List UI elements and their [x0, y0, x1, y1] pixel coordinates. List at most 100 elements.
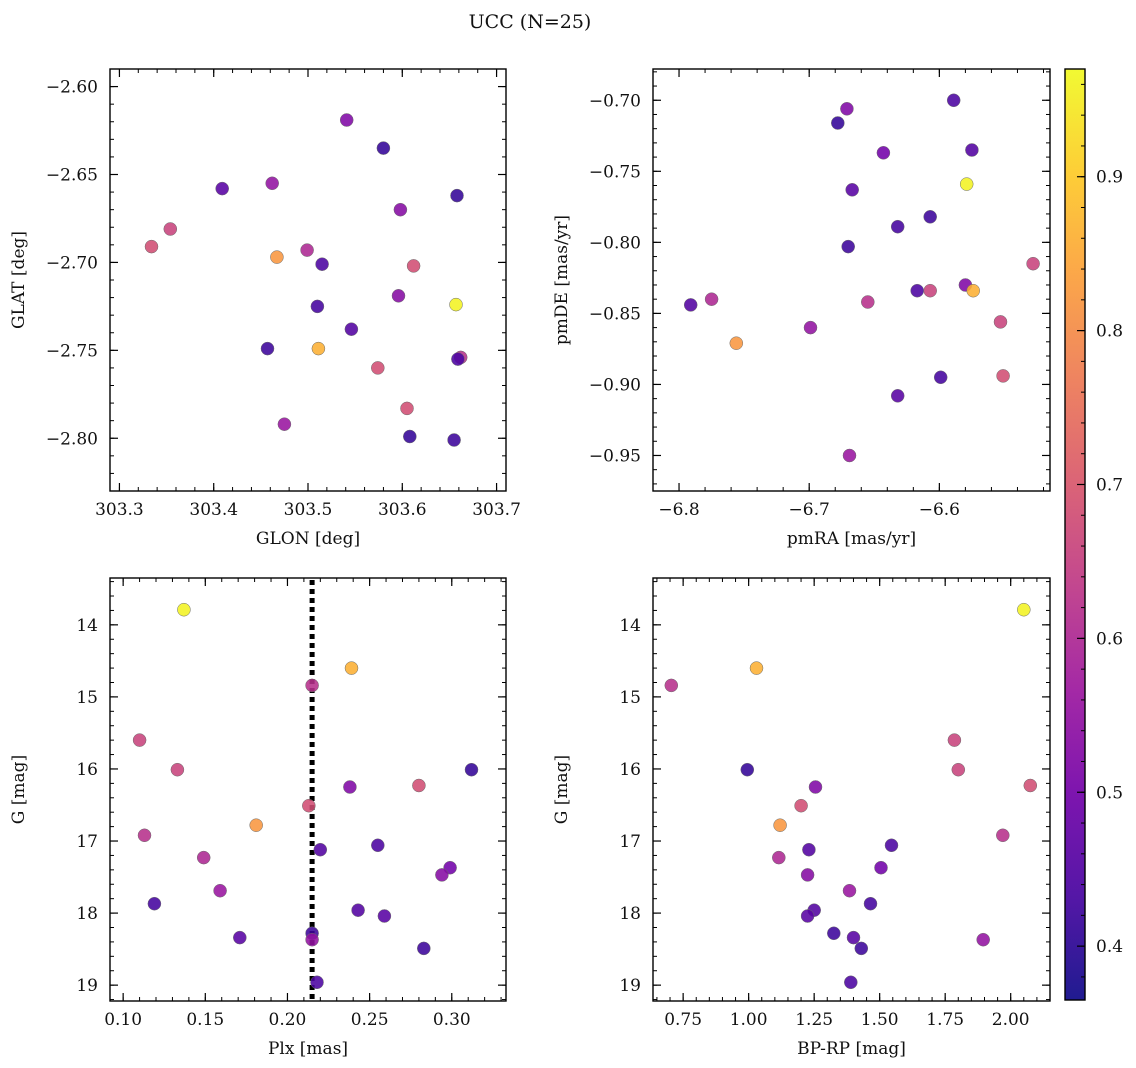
axes-frame — [652, 577, 1051, 1002]
scatter-point — [965, 143, 979, 157]
scatter-points — [132, 602, 479, 990]
x-tick-label: 303.5 — [284, 500, 333, 520]
x-axis-label: BP-RP [mag] — [797, 1039, 906, 1059]
scatter-point — [876, 146, 891, 160]
colorbar-tick-label: 0.8 — [1096, 322, 1123, 342]
scatter-point — [403, 429, 417, 444]
scatter-point — [831, 116, 845, 130]
scatter-point — [196, 850, 211, 865]
scatter-point — [147, 896, 162, 911]
axes-frame — [109, 577, 507, 1002]
scatter-points — [144, 113, 468, 447]
scatter-point — [371, 838, 385, 853]
y-tick-label: −0.70 — [589, 91, 641, 111]
y-tick-label: −0.85 — [589, 304, 641, 324]
scatter-point — [311, 341, 326, 356]
scatter-point — [841, 239, 855, 254]
x-tick-label: 0.75 — [664, 1010, 702, 1030]
y-axis-label: GLAT [deg] — [9, 231, 29, 329]
x-tick-label: 1.75 — [926, 1010, 964, 1030]
scatter-point — [704, 292, 719, 306]
scatter-point — [177, 602, 191, 617]
scatter-point — [305, 932, 319, 947]
scatter-point — [300, 243, 314, 257]
x-tick-label: 303.4 — [189, 500, 238, 520]
scatter-point — [371, 361, 385, 375]
y-tick-label: 18 — [76, 904, 98, 924]
scatter-point — [803, 320, 818, 335]
scatter-point — [406, 259, 421, 273]
scatter-point — [144, 239, 159, 254]
colorbar-tick-label: 0.4 — [1096, 937, 1123, 957]
x-tick-label: 303.7 — [472, 500, 521, 520]
y-tick-label: 14 — [619, 616, 641, 636]
x-tick-label: 303.6 — [378, 500, 427, 520]
colorbar-tick-label: 0.5 — [1096, 783, 1123, 803]
scatter-point — [310, 299, 325, 314]
scatter-point — [1026, 256, 1040, 271]
axes-frame — [652, 68, 1051, 492]
minor-ticks — [110, 68, 506, 492]
scatter-point — [890, 219, 905, 234]
scatter-point — [1017, 602, 1031, 617]
scatter-point — [861, 295, 875, 309]
y-tick-label: −0.75 — [589, 162, 641, 182]
axes-frame — [109, 68, 507, 492]
panel-cmd: 0.75 1.00 1.25 1.50 1.75 2.00 14 15 16 17 18 19 BP-R… — [552, 577, 1051, 1059]
colorbar: 0.4 0.5 0.6 0.7 0.8 0.9 — [1064, 68, 1123, 1001]
y-tick-label: 14 — [76, 616, 98, 636]
x-tick-label: 0.15 — [186, 1010, 224, 1030]
y-tick-label: −2.70 — [46, 253, 98, 273]
colorbar-gradient — [1065, 69, 1085, 1000]
colorbar-tick-label: 0.6 — [1096, 629, 1123, 649]
scatter-point — [137, 828, 152, 843]
y-tick-label: 19 — [76, 976, 98, 996]
x-axis-label: Plx [mas] — [268, 1039, 348, 1059]
scatter-point — [840, 102, 854, 116]
panel-pm: −6.8 −6.7 −6.6 −0.70 −0.75 −0.80 −0.85 −0.90 −0.… — [552, 68, 1051, 549]
y-tick-label: −2.75 — [46, 341, 98, 361]
scatter-point — [874, 860, 888, 875]
scatter-point — [802, 842, 816, 857]
scatter-point — [313, 842, 328, 857]
scatter-point — [845, 183, 859, 197]
scatter-point — [435, 868, 449, 882]
scatter-point — [450, 188, 464, 203]
scatter-point — [923, 283, 937, 298]
x-tick-label: 0.10 — [104, 1010, 142, 1030]
scatter-point — [863, 896, 878, 911]
scatter-point — [884, 838, 899, 853]
scatter-point — [946, 93, 961, 108]
x-axis-label: GLON [deg] — [256, 529, 360, 549]
scatter-point — [270, 250, 284, 264]
scatter-point — [683, 298, 698, 312]
x-tick-label: 0.20 — [269, 1010, 307, 1030]
scatter-point — [344, 661, 359, 675]
scatter-point — [664, 678, 679, 693]
x-tick-label: 2.00 — [992, 1010, 1030, 1030]
scatter-point — [827, 926, 841, 941]
y-axis-label: G [mag] — [552, 755, 572, 824]
x-tick-label: −6.7 — [789, 500, 830, 520]
scatter-point — [344, 322, 359, 336]
scatter-point — [842, 448, 857, 463]
y-tick-label: 15 — [619, 688, 641, 708]
scatter-point — [933, 370, 948, 385]
scatter-point — [376, 141, 391, 155]
scatter-point — [976, 932, 990, 947]
scatter-point — [794, 798, 808, 813]
scatter-point — [846, 930, 861, 945]
minor-ticks — [652, 69, 1050, 491]
x-tick-label: −6.6 — [919, 500, 960, 520]
colorbar-frame — [1064, 68, 1086, 1001]
scatter-point — [772, 850, 786, 865]
y-tick-label: −0.80 — [589, 233, 641, 253]
scatter-points — [664, 602, 1038, 990]
scatter-point — [910, 283, 924, 298]
scatter-point — [923, 210, 937, 224]
scatter-point — [451, 352, 465, 366]
scatter-point — [773, 818, 787, 832]
scatter-point — [215, 181, 229, 196]
scatter-point — [310, 975, 324, 990]
